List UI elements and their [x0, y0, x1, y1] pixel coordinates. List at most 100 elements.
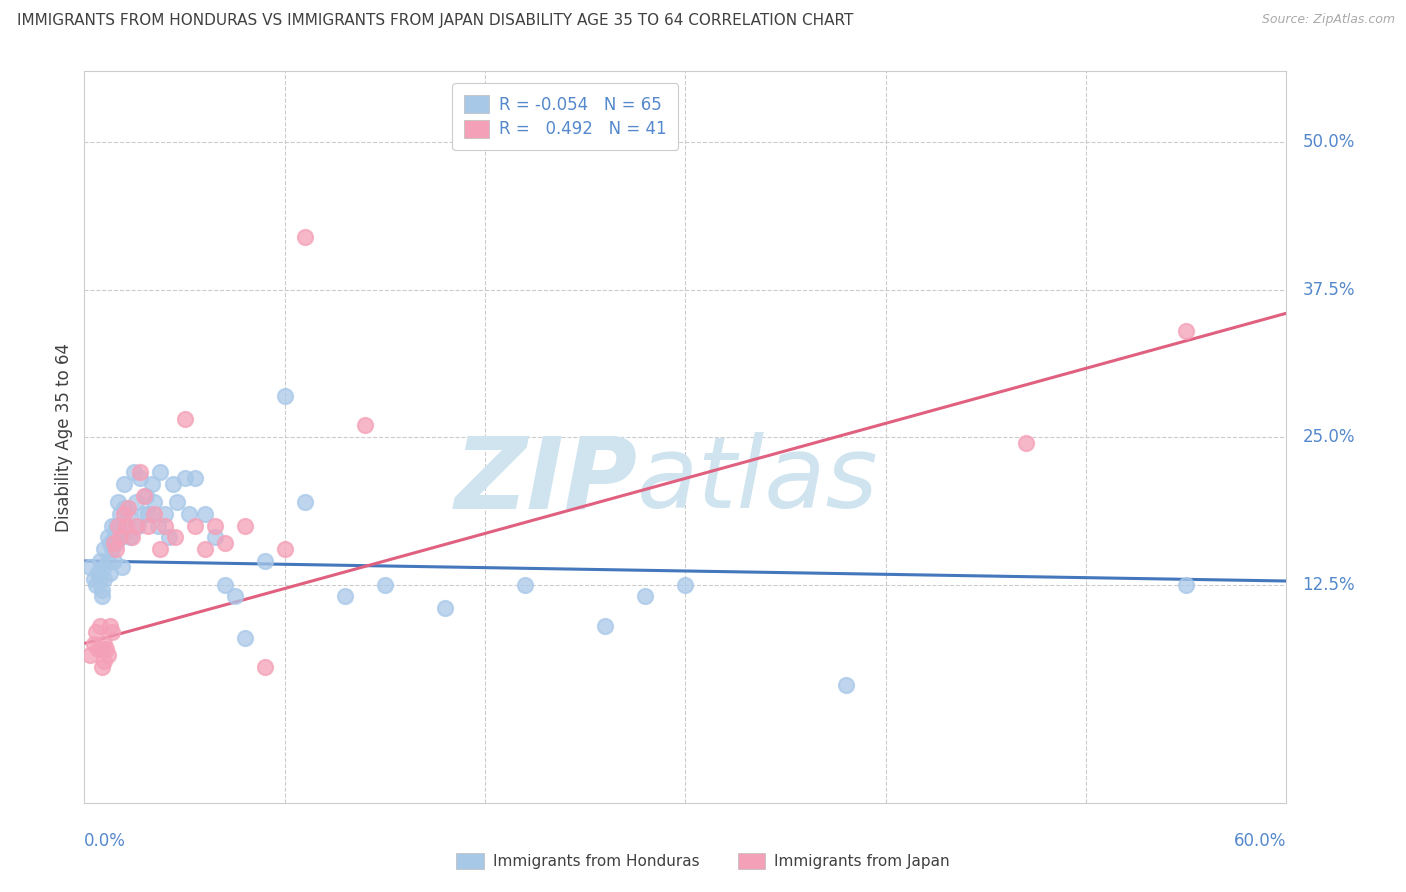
Point: [87, 566, 110, 580]
Point: [105, 536, 128, 550]
Point: [93, 542, 115, 557]
Point: [134, 507, 156, 521]
Point: [97, 554, 120, 568]
Point: [149, 466, 172, 480]
Point: [434, 601, 457, 615]
Point: [115, 518, 138, 533]
Point: [86, 624, 108, 639]
Point: [87, 642, 110, 657]
Point: [101, 624, 124, 639]
Point: [595, 619, 617, 633]
Point: [173, 412, 195, 426]
Point: [101, 542, 124, 557]
Point: [125, 495, 148, 509]
Point: [107, 518, 129, 533]
Point: [89, 554, 111, 568]
Point: [214, 577, 236, 591]
Point: [163, 530, 186, 544]
Point: [110, 507, 132, 521]
Point: [153, 518, 176, 533]
Point: [354, 418, 377, 433]
Point: [183, 471, 205, 485]
Point: [253, 660, 276, 674]
Point: [157, 530, 180, 544]
Y-axis label: Disability Age 35 to 64: Disability Age 35 to 64: [55, 343, 73, 532]
Point: [91, 660, 114, 674]
Point: [96, 642, 118, 657]
Point: [141, 477, 163, 491]
Point: [105, 518, 128, 533]
Point: [204, 518, 226, 533]
Point: [91, 642, 114, 657]
Point: [634, 590, 657, 604]
Point: [374, 577, 396, 591]
Point: [129, 466, 152, 480]
Point: [204, 530, 226, 544]
Point: [114, 507, 135, 521]
Point: [100, 536, 122, 550]
Point: [121, 530, 143, 544]
Point: [294, 229, 316, 244]
Point: [274, 542, 297, 557]
Point: [1175, 324, 1198, 338]
Point: [107, 495, 129, 509]
Point: [138, 518, 160, 533]
Point: [129, 471, 152, 485]
Point: [253, 554, 276, 568]
Text: IMMIGRANTS FROM HONDURAS VS IMMIGRANTS FROM JAPAN DISABILITY AGE 35 TO 64 CORREL: IMMIGRANTS FROM HONDURAS VS IMMIGRANTS F…: [17, 13, 853, 29]
Point: [138, 507, 160, 521]
Point: [124, 466, 146, 480]
Text: Source: ZipAtlas.com: Source: ZipAtlas.com: [1261, 13, 1395, 27]
Point: [233, 631, 256, 645]
Point: [143, 495, 166, 509]
Point: [515, 577, 537, 591]
Point: [149, 542, 172, 557]
Point: [294, 495, 316, 509]
Point: [103, 536, 125, 550]
Point: [110, 530, 132, 544]
Point: [100, 566, 122, 580]
Point: [143, 507, 166, 521]
Point: [166, 495, 188, 509]
Point: [1175, 577, 1198, 591]
Text: 12.5%: 12.5%: [1302, 575, 1355, 593]
Point: [101, 518, 124, 533]
Point: [89, 572, 111, 586]
Point: [127, 518, 149, 533]
Point: [148, 518, 170, 533]
Point: [93, 559, 115, 574]
Point: [183, 518, 205, 533]
Point: [162, 477, 184, 491]
Text: 50.0%: 50.0%: [1302, 133, 1355, 151]
Point: [224, 590, 246, 604]
Point: [91, 590, 114, 604]
Point: [675, 577, 697, 591]
Point: [97, 530, 120, 544]
Point: [134, 489, 156, 503]
Point: [120, 530, 142, 544]
Point: [125, 518, 148, 533]
Point: [333, 590, 356, 604]
Text: 37.5%: 37.5%: [1302, 281, 1355, 299]
Text: ZIP: ZIP: [454, 433, 637, 530]
Point: [194, 507, 217, 521]
Point: [93, 654, 115, 668]
Point: [83, 636, 105, 650]
Point: [83, 572, 105, 586]
Text: 60.0%: 60.0%: [1234, 832, 1286, 850]
Point: [214, 536, 236, 550]
Point: [93, 636, 115, 650]
Point: [117, 507, 139, 521]
Legend: R = -0.054   N = 65, R =   0.492   N = 41: R = -0.054 N = 65, R = 0.492 N = 41: [453, 83, 678, 150]
Point: [111, 559, 134, 574]
Text: atlas: atlas: [637, 433, 879, 530]
Point: [114, 477, 135, 491]
Point: [115, 524, 138, 539]
Point: [135, 489, 157, 503]
Text: 25.0%: 25.0%: [1302, 428, 1355, 446]
Point: [177, 507, 200, 521]
Point: [93, 572, 115, 586]
Point: [100, 619, 122, 633]
Point: [233, 518, 256, 533]
Point: [103, 530, 125, 544]
